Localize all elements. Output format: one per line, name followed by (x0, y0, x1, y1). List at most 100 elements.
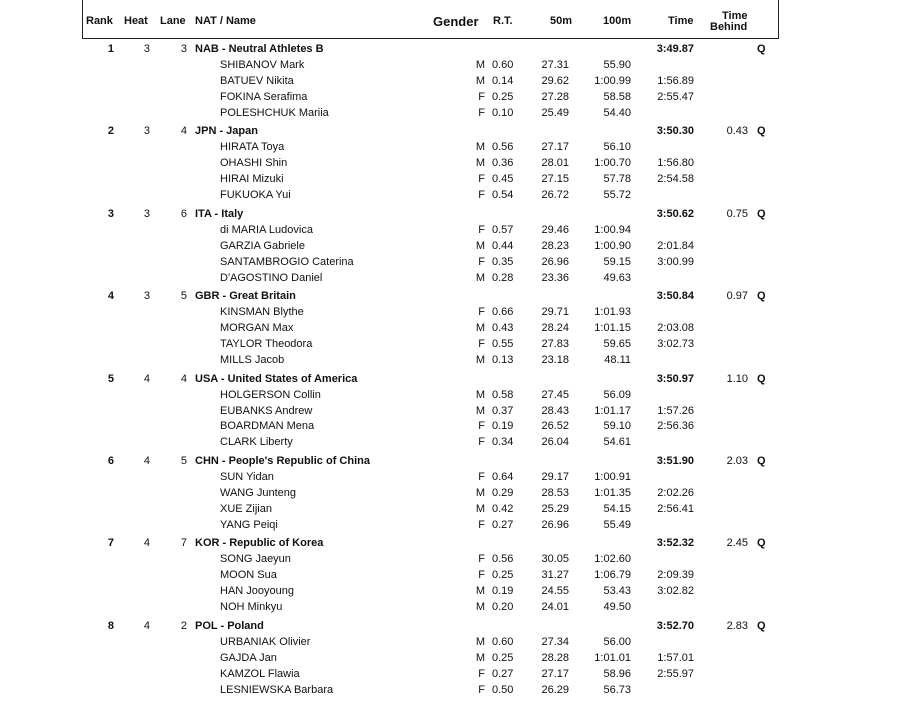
time-behind: 0.43 (726, 125, 748, 138)
split-100m: 1:00.90 (594, 239, 631, 252)
cumulative-time: 3:00.99 (657, 255, 694, 268)
reaction-time: 0.45 (492, 173, 514, 186)
split-100m: 1:01.17 (594, 404, 631, 417)
split-50m: 28.53 (541, 486, 569, 499)
header-lane: Lane (160, 15, 186, 27)
rank: 8 (107, 619, 114, 632)
swimmer-name: EUBANKS Andrew (220, 404, 313, 417)
split-50m: 29.62 (541, 74, 569, 87)
time-behind: 1.10 (726, 372, 748, 385)
cumulative-time: 1:57.01 (657, 651, 694, 664)
split-100m: 58.58 (603, 90, 631, 103)
gender: F (478, 553, 485, 566)
split-50m: 27.31 (541, 59, 569, 71)
split-50m: 29.71 (541, 306, 569, 319)
qualified-badge: Q (757, 455, 766, 467)
reaction-time: 0.27 (492, 667, 514, 680)
qualified-badge: Q (757, 619, 766, 632)
split-100m: 56.09 (603, 388, 631, 401)
swimmer-name: LESNIEWSKA Barbara (220, 683, 334, 696)
swimmer-name: URBANIAK Olivier (220, 635, 311, 648)
gender: M (475, 271, 485, 284)
header-time: Time (668, 15, 694, 27)
reaction-time: 0.64 (492, 471, 514, 483)
header-gender: Gender (433, 14, 479, 29)
rank: 7 (107, 537, 114, 550)
swimmer-name: CLARK Liberty (220, 436, 293, 449)
gender: M (475, 239, 485, 252)
reaction-time: 0.54 (492, 189, 514, 202)
split-100m: 56.73 (603, 683, 631, 696)
gender: F (478, 173, 485, 186)
split-50m: 27.83 (541, 338, 569, 350)
heat: 3 (143, 290, 150, 303)
split-50m: 27.45 (541, 388, 569, 401)
swimmer-name: HOLGERSON Collin (220, 388, 321, 401)
split-100m: 55.72 (603, 189, 631, 202)
cumulative-time: 3:02.82 (657, 585, 694, 598)
split-50m: 23.18 (541, 353, 569, 366)
gender: F (478, 683, 485, 696)
gender: M (475, 585, 485, 598)
gender: M (475, 322, 485, 335)
gender: M (475, 404, 485, 417)
swimmer-name: SONG Jaeyun (220, 553, 291, 566)
split-100m: 1:06.79 (594, 569, 631, 582)
gender: F (478, 471, 485, 483)
gender: M (475, 353, 485, 366)
team-name: USA - United States of America (195, 372, 358, 385)
cumulative-time: 2:54.58 (657, 173, 694, 186)
split-100m: 58.96 (603, 667, 631, 680)
split-100m: 49.63 (603, 271, 631, 284)
split-50m: 27.34 (541, 635, 569, 648)
swimmer-name: D'AGOSTINO Daniel (220, 271, 323, 284)
split-100m: 59.65 (603, 338, 631, 350)
split-50m: 31.27 (541, 569, 569, 582)
rank: 1 (107, 43, 114, 55)
split-50m: 24.01 (541, 601, 569, 614)
gender: M (475, 388, 485, 401)
reaction-time: 0.29 (492, 486, 514, 499)
reaction-time: 0.10 (492, 106, 514, 119)
swimmer-name: GAJDA Jan (220, 651, 277, 664)
cumulative-time: 2:55.47 (657, 90, 694, 103)
team-time: 3:50.30 (656, 125, 694, 138)
time-behind: 2.03 (726, 455, 748, 467)
reaction-time: 0.58 (492, 388, 514, 401)
split-50m: 26.96 (541, 255, 569, 268)
cumulative-time: 2:56.41 (657, 502, 694, 515)
qualified-badge: Q (757, 537, 766, 550)
gender: F (478, 106, 485, 119)
reaction-time: 0.35 (492, 255, 514, 268)
lane: 2 (180, 619, 187, 632)
table-header (82, 0, 779, 39)
split-50m: 27.28 (541, 90, 569, 103)
team-time: 3:50.84 (656, 290, 694, 303)
header-rank: Rank (86, 15, 113, 27)
split-100m: 1:02.60 (594, 553, 631, 566)
rank: 3 (107, 207, 114, 220)
reaction-time: 0.44 (492, 239, 514, 252)
cumulative-time: 1:57.26 (657, 404, 694, 417)
split-100m: 1:00.91 (594, 471, 631, 483)
split-100m: 55.90 (603, 59, 631, 71)
reaction-time: 0.43 (492, 322, 514, 335)
split-100m: 54.61 (603, 436, 631, 449)
split-50m: 26.96 (541, 518, 569, 531)
swimmer-name: YANG Peiqi (220, 518, 278, 531)
split-100m: 55.49 (603, 518, 631, 531)
swimmer-name: di MARIA Ludovica (220, 223, 313, 236)
split-100m: 1:01.15 (594, 322, 631, 335)
swimmer-name: SHIBANOV Mark (220, 59, 305, 71)
gender: M (475, 74, 485, 87)
rank: 6 (107, 455, 114, 467)
split-50m: 27.17 (541, 667, 569, 680)
swimmer-name: HIRATA Toya (220, 141, 285, 154)
swimmer-name: KINSMAN Blythe (220, 306, 304, 319)
time-behind: 2.83 (726, 619, 748, 632)
split-100m: 1:00.99 (594, 74, 631, 87)
lane: 5 (180, 455, 187, 467)
reaction-time: 0.37 (492, 404, 514, 417)
split-50m: 26.72 (541, 189, 569, 202)
swimmer-name: TAYLOR Theodora (220, 338, 313, 350)
